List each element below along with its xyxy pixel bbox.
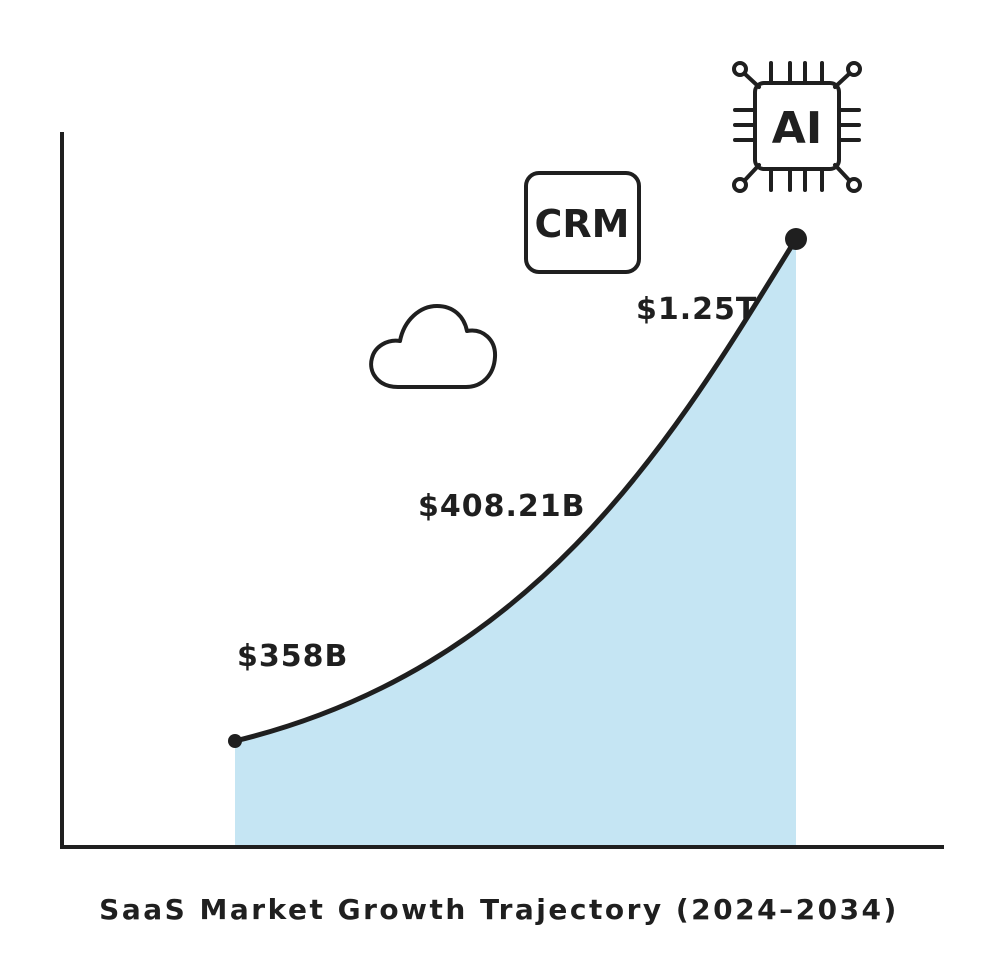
crm-icon-text: CRM bbox=[535, 202, 630, 246]
crm-icon: CRM bbox=[524, 171, 641, 274]
ai-chip-icon bbox=[732, 61, 862, 193]
trend-line bbox=[232, 236, 799, 744]
cloud-icon bbox=[369, 304, 498, 389]
value-label-2024: $358B bbox=[237, 639, 348, 674]
ai-chip-icon-text: AI bbox=[772, 103, 822, 154]
chart-title: SaaS Market Growth Trajectory (2024–2034… bbox=[99, 893, 899, 926]
value-label-mid: $408.21B bbox=[418, 489, 586, 524]
data-point-start bbox=[228, 734, 242, 748]
value-label-2034: $1.25T bbox=[636, 292, 757, 327]
area-fill bbox=[235, 239, 796, 845]
data-point-end bbox=[785, 228, 807, 250]
